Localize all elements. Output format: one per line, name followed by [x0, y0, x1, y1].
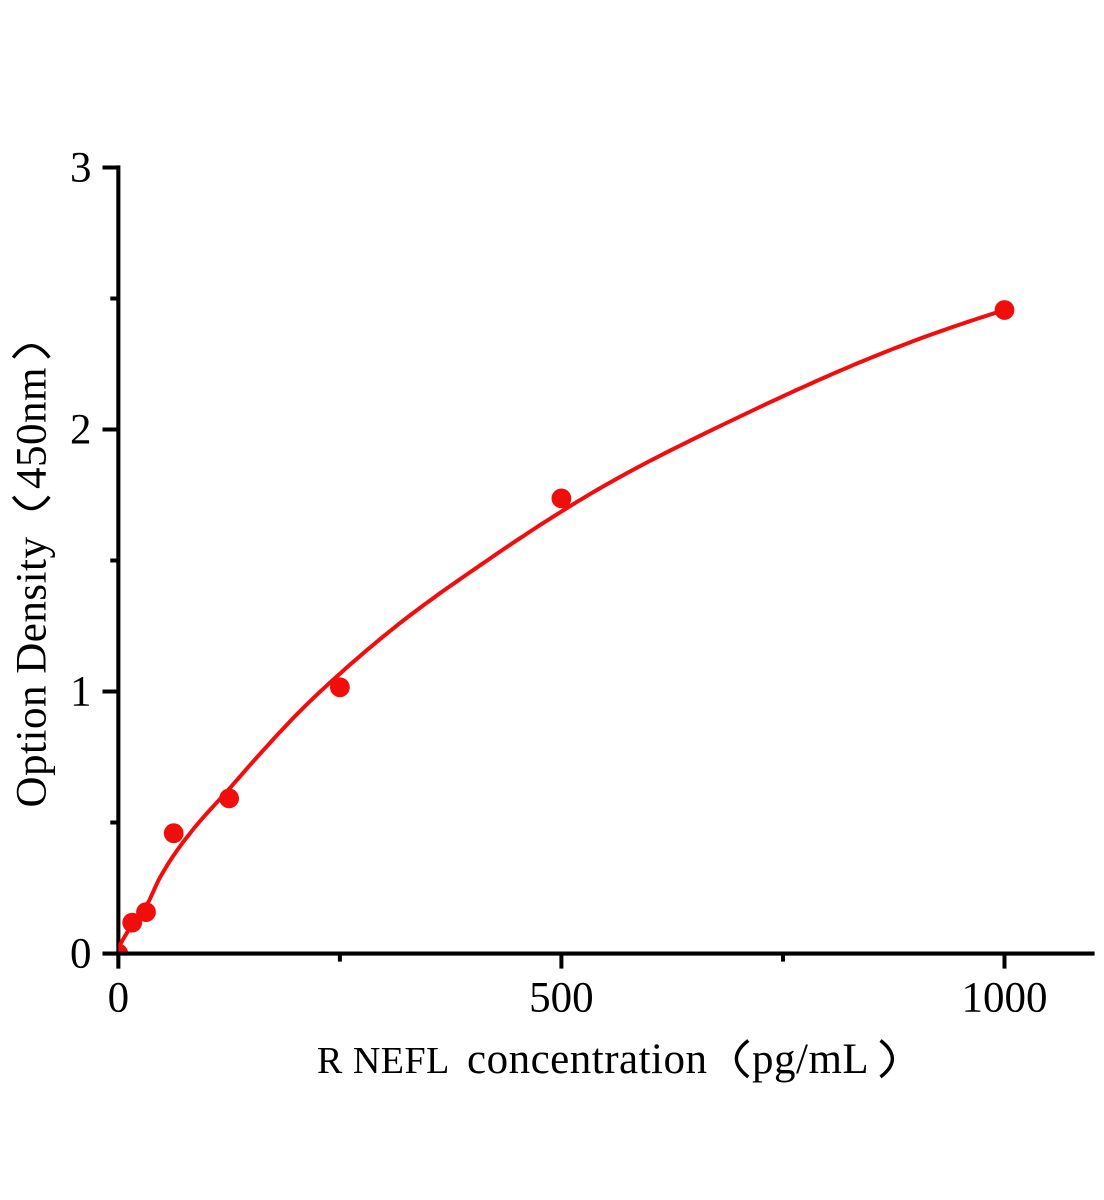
svg-text:0: 0 — [70, 931, 92, 978]
svg-text:0: 0 — [108, 975, 130, 1022]
svg-text:1000: 1000 — [962, 975, 1048, 1022]
svg-text:pg/mL: pg/mL — [752, 1036, 869, 1083]
svg-text:Option Density: Option Density — [9, 537, 56, 808]
svg-text:R NEFL: R NEFL — [317, 1040, 450, 1082]
svg-text:3: 3 — [70, 145, 92, 192]
svg-text:concentration: concentration — [467, 1036, 708, 1083]
svg-text:1: 1 — [70, 669, 92, 716]
svg-text:2: 2 — [70, 407, 92, 454]
svg-text:450nm: 450nm — [9, 367, 56, 489]
svg-text:500: 500 — [529, 975, 594, 1022]
